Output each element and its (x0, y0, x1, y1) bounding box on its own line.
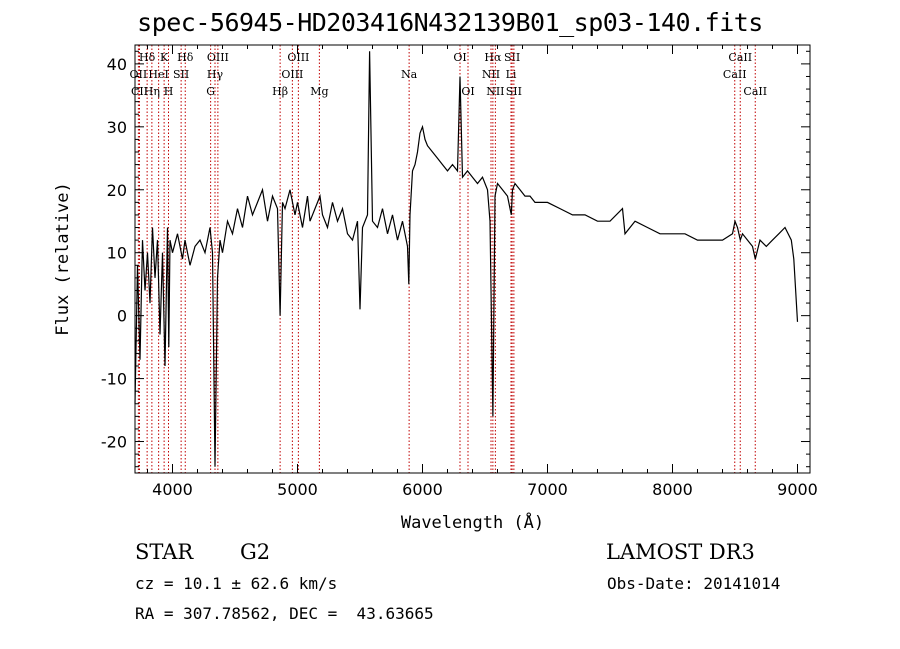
y-tick-label-6: 40 (107, 55, 127, 74)
redshift-text: cz = 10.1 ± 62.6 km/s (135, 574, 338, 593)
line-label-24: SII (506, 85, 522, 98)
object-subclass: G2 (240, 540, 271, 564)
x-tick-label-5: 9000 (777, 480, 818, 499)
line-label-6: H (164, 85, 174, 98)
line-label-20: NII (482, 68, 500, 81)
line-label-10: Hγ (207, 68, 224, 81)
line-label-8: Hδ (177, 51, 194, 64)
y-tick-label-4: 20 (107, 181, 127, 200)
y-axis-label: Flux (relative) (53, 182, 73, 336)
y-tick-label-1: -10 (101, 370, 127, 389)
x-tick-label-4: 8000 (652, 480, 693, 499)
x-tick-label-0: 4000 (152, 480, 193, 499)
line-label-1: OII (130, 68, 148, 81)
line-label-13: OIII (281, 68, 303, 81)
x-tick-label-2: 6000 (402, 480, 443, 499)
line-label-15: Mg (310, 85, 328, 98)
line-label-4: Hη (144, 85, 160, 98)
obs-date-text: Obs-Date: 20141014 (607, 574, 781, 593)
line-label-16: Na (401, 68, 418, 81)
line-label-0: Hδ (139, 51, 156, 64)
y-tick-label-2: 0 (117, 307, 127, 326)
y-tick-label-5: 30 (107, 118, 127, 137)
survey-label: LAMOST DR3 (606, 540, 755, 564)
line-label-12: OIII (287, 51, 309, 64)
x-tick-label-1: 5000 (277, 480, 318, 499)
chart-title: spec-56945-HD203416N432139B01_sp03-140.f… (137, 8, 763, 37)
line-label-11: G (206, 85, 215, 98)
line-label-14: Hβ (272, 85, 288, 98)
line-label-21: NII (486, 85, 504, 98)
line-label-25: CaII (728, 51, 752, 64)
object-class: STAR (135, 540, 194, 564)
line-label-18: OI (461, 85, 474, 98)
line-label-26: CaII (723, 68, 747, 81)
line-label-27: CaII (743, 85, 767, 98)
x-tick-label-3: 7000 (527, 480, 568, 499)
x-axis-label: Wavelength (Å) (401, 511, 544, 533)
line-label-9: OIII (207, 51, 229, 64)
coordinates-text: RA = 307.78562, DEC = 43.63665 (135, 604, 434, 623)
line-label-19: Hα (484, 51, 502, 64)
line-label-7: SII (173, 68, 189, 81)
y-tick-label-3: 10 (107, 244, 127, 263)
spectrum-line (134, 51, 799, 467)
line-label-23: Li (506, 68, 517, 81)
line-label-22: SII (504, 51, 520, 64)
line-label-17: OI (453, 51, 466, 64)
line-label-5: K (160, 51, 169, 64)
y-tick-label-0: -20 (101, 433, 127, 452)
plot-frame (134, 44, 811, 474)
